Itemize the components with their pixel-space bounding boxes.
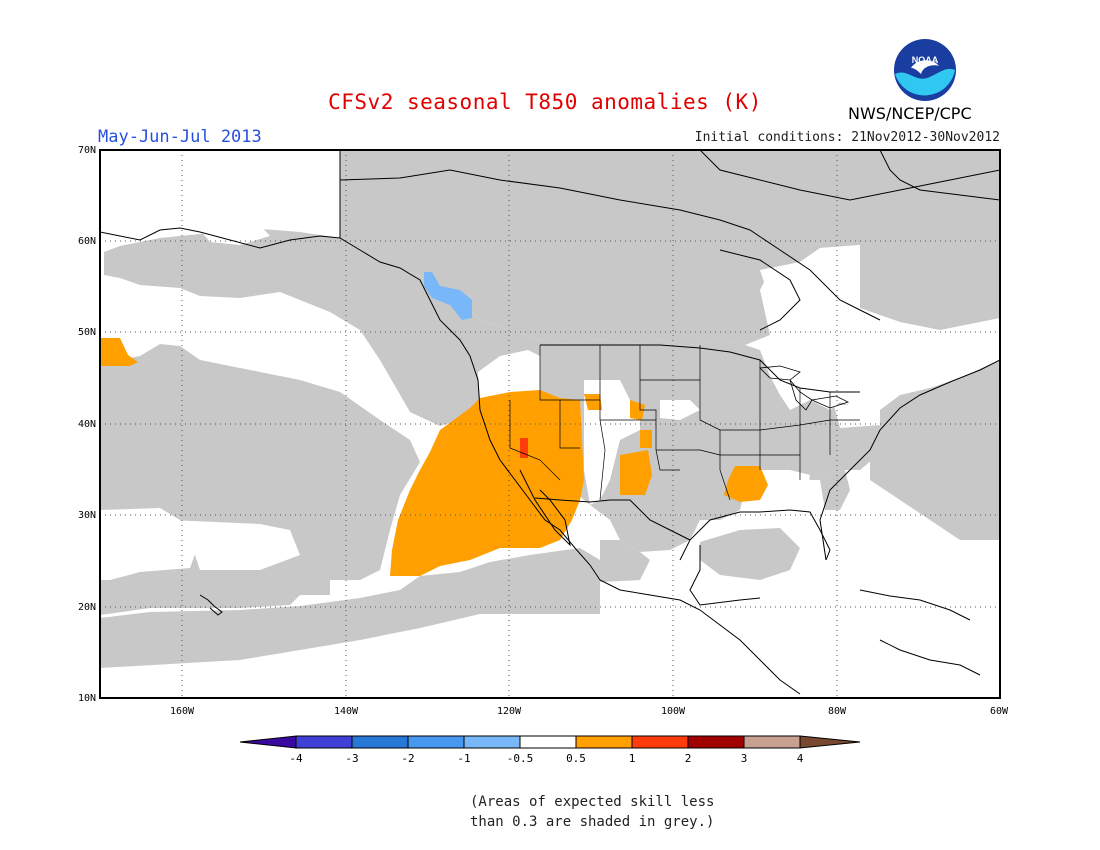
low-skill-shading — [100, 150, 1000, 668]
state-borders — [509, 345, 860, 501]
colorbar-label: 1 — [628, 752, 636, 765]
colorbar-swatch — [351, 735, 409, 749]
colorbar-label: -4 — [289, 752, 303, 765]
skill-note-line: (Areas of expected skill less — [470, 794, 715, 810]
negative-anomaly-area — [424, 272, 472, 320]
lon-label-160w: 160W — [169, 706, 195, 717]
colorbar-label: 2 — [684, 752, 692, 765]
lat-label-70n: 70N — [77, 145, 96, 156]
colorbar-swatch — [687, 735, 745, 749]
lon-label-120w: 120W — [496, 706, 522, 717]
colorbar-swatch — [463, 735, 521, 749]
graticule — [100, 150, 1000, 698]
initial-conditions: Initial conditions: 21Nov2012-30Nov2012 — [694, 130, 1000, 145]
colorbar — [239, 735, 861, 749]
colorbar-swatch — [631, 735, 689, 749]
agency-label: NWS/NCEP/CPC — [848, 104, 972, 123]
lat-label-40n: 40N — [77, 419, 96, 430]
lat-label-10n: 10N — [77, 693, 96, 704]
lon-label-100w: 100W — [660, 706, 686, 717]
colorbar-label: -0.5 — [506, 752, 534, 765]
svg-text:NOAA: NOAA — [912, 55, 939, 65]
colorbar-swatch — [743, 735, 801, 749]
colorbar-swatch — [575, 735, 633, 749]
colorbar-label: -2 — [401, 752, 415, 765]
colorbar-swatch — [295, 735, 353, 749]
colorbar-label: 0.5 — [566, 752, 586, 765]
skill-note-line: than 0.3 are shaded in grey.) — [470, 814, 715, 830]
colorbar-swatch — [519, 735, 577, 749]
forecast-period: May-Jun-Jul 2013 — [98, 127, 262, 147]
lat-label-50n: 50N — [77, 327, 96, 338]
lat-label-20n: 20N — [77, 602, 96, 613]
colorbar-label: 4 — [796, 752, 804, 765]
map-frame — [99, 149, 1001, 699]
strong-anomaly-area — [520, 438, 528, 458]
lon-label-140w: 140W — [333, 706, 359, 717]
colorbar-label: -3 — [345, 752, 359, 765]
colorbar-label: 3 — [740, 752, 748, 765]
noaa-logo: NOAA — [894, 39, 956, 101]
map-title: CFSv2 seasonal T850 anomalies (K) — [328, 90, 762, 114]
positive-anomaly-areas — [100, 338, 768, 576]
lat-label-60n: 60N — [77, 236, 96, 247]
lon-label-60w: 60W — [989, 706, 1009, 717]
colorbar-label: -1 — [457, 752, 471, 765]
lon-label-80w: 80W — [827, 706, 847, 717]
coastlines — [100, 150, 1000, 695]
lat-label-30n: 30N — [77, 510, 96, 521]
skill-note: (Areas of expected skill less than 0.3 a… — [470, 792, 714, 832]
colorbar-swatch — [407, 735, 465, 749]
